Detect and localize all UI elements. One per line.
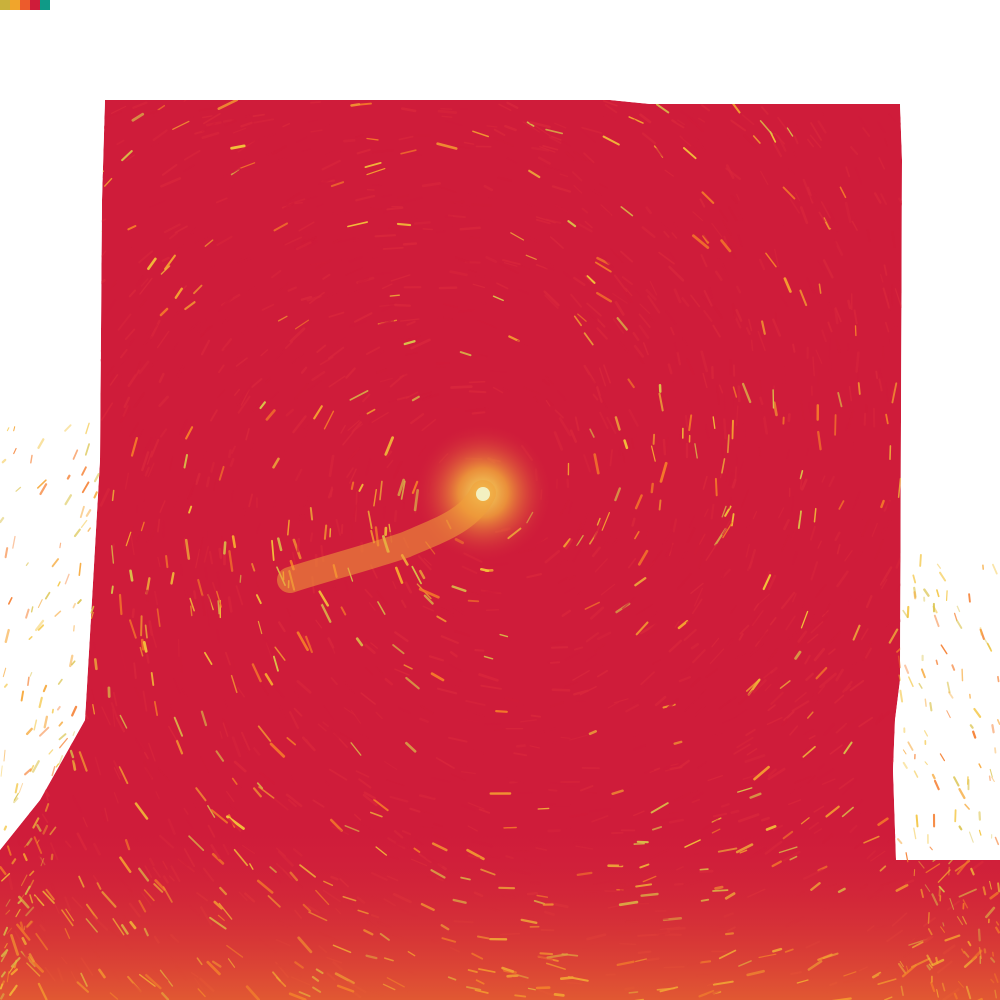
vortex-tail	[277, 480, 496, 593]
vortex-core	[476, 487, 490, 501]
outer-spray	[0, 422, 1000, 1000]
bottom-glow	[0, 820, 1000, 1000]
palette-swatch-orange-red	[20, 0, 30, 10]
palette-swatch-amber	[10, 0, 20, 10]
palette-strip	[0, 0, 50, 10]
palette-swatch-teal	[40, 0, 50, 10]
palette-swatch-olive-yellow	[0, 0, 10, 10]
palette-swatch-crimson	[30, 0, 40, 10]
flow-field	[0, 100, 1000, 1000]
